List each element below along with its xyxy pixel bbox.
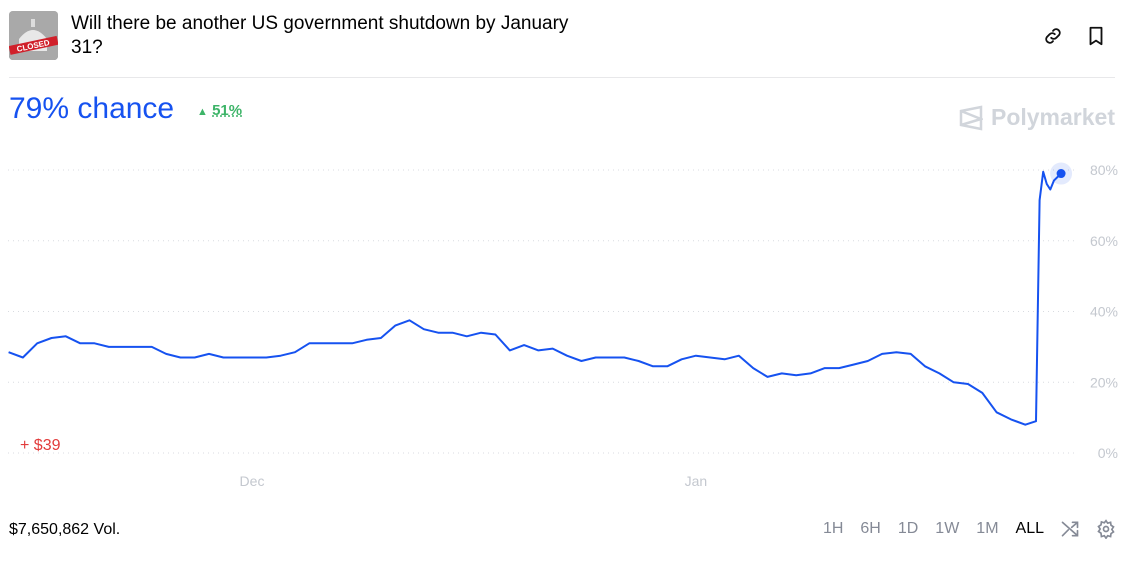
range-1h[interactable]: 1H xyxy=(822,520,844,537)
market-title: Will there be another US government shut… xyxy=(71,13,569,58)
time-range-selector: 1H 6H 1D 1W 1M ALL xyxy=(806,519,1116,539)
divider xyxy=(9,77,1115,78)
polymarket-logo: Polymarket xyxy=(959,104,1115,131)
y-tick-label: 20% xyxy=(1090,374,1118,390)
x-tick-label: Dec xyxy=(240,473,265,489)
chance-value: 79% chance xyxy=(9,92,175,125)
range-1w[interactable]: 1W xyxy=(935,520,960,537)
settings-gear-icon[interactable] xyxy=(1096,519,1116,539)
x-tick-label: Jan xyxy=(685,473,708,489)
volume: $7,650,862 Vol. xyxy=(9,521,121,538)
price-chart[interactable]: 0% 20% 40% 60% 80% Dec Jan xyxy=(0,150,1130,495)
y-tick-label: 0% xyxy=(1098,445,1118,461)
bookmark-icon[interactable] xyxy=(1085,25,1107,47)
brand-name: Polymarket xyxy=(990,104,1115,130)
range-1d[interactable]: 1D xyxy=(897,520,919,537)
y-tick-label: 40% xyxy=(1090,304,1118,320)
range-6h[interactable]: 6H xyxy=(860,520,881,537)
y-tick-label: 80% xyxy=(1090,162,1118,178)
chance-delta: ▲ 51% xyxy=(197,102,242,119)
range-1m[interactable]: 1M xyxy=(976,520,999,537)
link-icon[interactable] xyxy=(1042,25,1064,47)
delta-value: 51% xyxy=(212,102,243,119)
polymarket-logo-icon xyxy=(959,104,983,131)
pnl-label: + $39 xyxy=(20,437,61,454)
last-point-marker xyxy=(1056,169,1066,179)
market-thumbnail: CLOSED xyxy=(9,11,58,60)
triangle-up-icon: ▲ xyxy=(197,106,208,118)
shuffle-icon[interactable] xyxy=(1060,519,1080,539)
range-all[interactable]: ALL xyxy=(1015,520,1044,537)
price-line xyxy=(8,170,1062,426)
y-tick-label: 60% xyxy=(1090,233,1118,249)
